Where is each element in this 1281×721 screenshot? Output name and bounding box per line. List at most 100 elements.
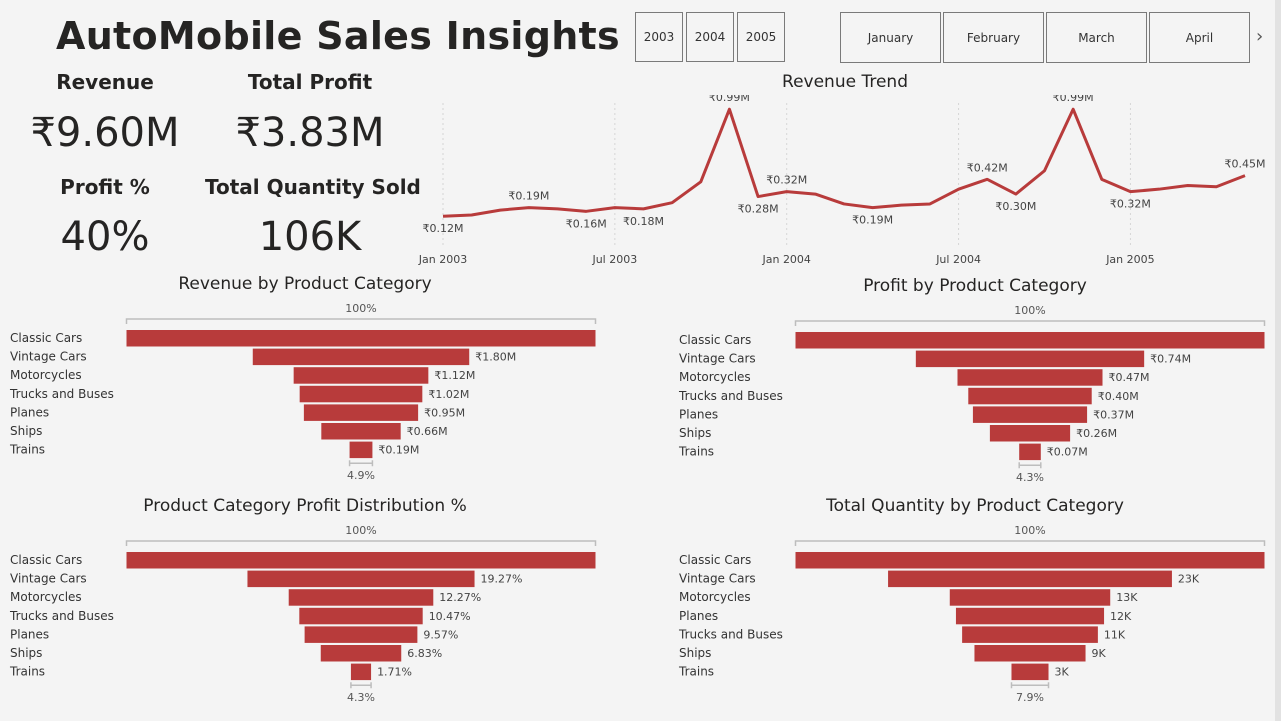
month-march-button[interactable]: March [1046,12,1147,63]
data-label: ₹0.30M [995,200,1036,213]
category-label: Vintage Cars [10,572,87,586]
data-label: ₹0.18M [623,215,664,228]
data-label: ₹0.45M [1225,158,1265,171]
funnel-bar [949,589,1111,606]
revenue-trend-title: Revenue Trend [782,72,908,92]
category-label: Trains [678,445,714,459]
chevron-right-icon[interactable]: › [1256,26,1264,47]
data-label: ₹0.26M [1076,427,1117,440]
data-label: ₹0.32M [766,174,807,187]
bottom-percent-label: 7.9% [1016,691,1044,704]
total-profit-value: ₹3.83M [235,110,385,156]
quantity-by-category-chart: 100% Classic Cars Vintage Cars 23K Motorcycl… [678,524,1266,704]
category-label: Classic Cars [679,333,751,347]
category-label: Motorcycles [679,370,751,384]
top-bracket [794,320,1266,326]
month-january-button[interactable]: January [840,12,941,63]
revenue-label: Revenue [56,70,154,94]
funnel-bar [888,570,1172,588]
revenue-by-category-chart: 100% Classic Cars Vintage Cars ₹1.80M Motorc… [9,302,597,482]
category-label: Motorcycles [10,590,82,604]
x-tick-label: Jan 2004 [761,253,810,266]
funnel-bar [247,570,475,588]
data-label: ₹0.07M [1047,446,1088,459]
category-label: Vintage Cars [679,572,756,586]
data-label: ₹0.19M [378,444,419,457]
revenue-trend-line [442,107,1246,218]
year-2005-button[interactable]: 2005 [737,12,785,62]
category-label: Motorcycles [679,590,751,604]
category-label: Classic Cars [10,331,82,345]
year-2003-button[interactable]: 2003 [635,12,683,62]
bottom-bracket [1010,682,1050,689]
funnel-bar [126,330,596,347]
data-label: ₹0.47M [1109,371,1150,384]
total-profit-label: Total Profit [247,70,373,94]
funnel-bar [957,369,1103,386]
data-label: 9.57% [423,628,458,641]
bottom-bracket [1018,462,1042,469]
month-april-button[interactable]: April [1149,12,1250,63]
funnel-bar [299,385,423,403]
category-label: Ships [679,426,711,440]
funnel-bar [299,607,423,625]
top-bracket [794,540,1266,546]
page-title: AutoMobile Sales Insights [56,14,620,58]
data-label: 10.47% [429,610,471,623]
total-qty-value: 106K [258,214,362,260]
funnel-bar [972,406,1088,423]
month-february-button[interactable]: February [943,12,1044,63]
data-label: ₹1.80M [475,351,516,364]
data-label: ₹0.19M [852,214,893,227]
funnel-bar [795,332,1265,349]
category-label: Vintage Cars [10,350,87,364]
data-label: ₹0.19M [508,190,549,203]
revenue-by-category-title: Revenue by Product Category [178,274,432,294]
data-label: ₹0.95M [424,406,465,419]
funnel-bar [126,552,596,569]
data-label: 1.71% [377,666,412,679]
data-label: ₹0.42M [967,161,1008,174]
funnel-bar [1019,443,1041,461]
data-label: ₹0.66M [407,425,448,438]
funnel-bar [795,552,1265,569]
data-label: 19.27% [481,573,523,586]
top-percent-label: 100% [1014,304,1045,317]
data-label: ₹0.99M [709,95,750,104]
bottom-bracket [350,682,372,689]
funnel-bar [293,367,429,384]
category-label: Ships [10,424,42,438]
data-label: ₹0.74M [1150,353,1191,366]
category-label: Trains [9,665,45,679]
bottom-percent-label: 4.3% [347,691,375,704]
category-label: Motorcycles [10,368,82,382]
funnel-bar [350,663,372,681]
quantity-by-category-title: Total Quantity by Product Category [826,496,1124,516]
top-bracket [125,318,597,324]
data-label: 12K [1110,610,1132,623]
year-2004-button[interactable]: 2004 [686,12,734,62]
category-label: Ships [679,646,711,660]
revenue-value: ₹9.60M [30,110,180,156]
category-label: Trucks and Buses [678,627,783,641]
category-label: Planes [10,405,49,419]
category-label: Ships [10,646,42,660]
category-label: Trains [9,443,45,457]
funnel-bar [303,404,419,421]
category-label: Trucks and Buses [678,389,783,403]
profit-distribution-title: Product Category Profit Distribution % [143,496,467,516]
category-label: Vintage Cars [679,352,756,366]
category-label: Trucks and Buses [9,609,114,623]
funnel-bar [968,387,1092,405]
category-label: Classic Cars [10,553,82,567]
x-tick-label: Jul 2004 [935,253,981,266]
funnel-bar [349,441,373,459]
funnel-bar [288,589,434,606]
funnel-bar [955,607,1105,625]
x-tick-label: Jul 2003 [591,253,637,266]
category-label: Planes [679,407,718,421]
funnel-bar [974,645,1086,662]
profit-pct-label: Profit % [60,175,150,199]
data-label: ₹0.28M [738,203,779,216]
category-label: Planes [679,609,718,623]
